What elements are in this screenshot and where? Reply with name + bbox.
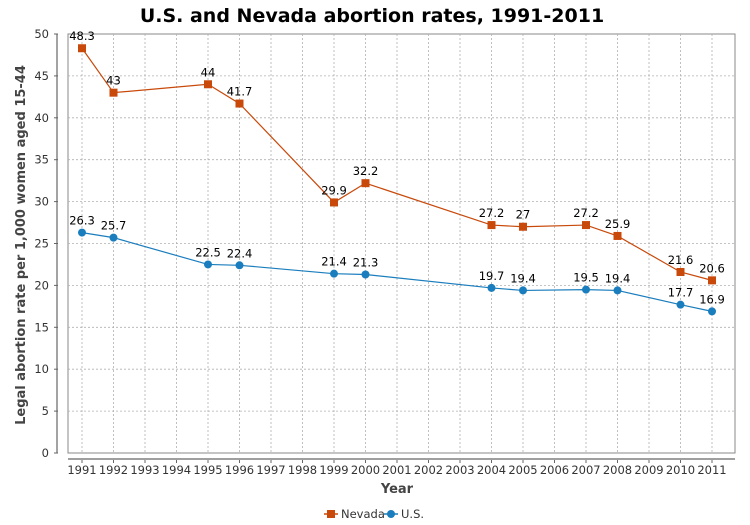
x-tick-label: 2011 [697, 463, 726, 477]
data-label: 48.3 [69, 29, 95, 43]
axes: 0 5 10 15 20 25 30 35 40 45 50 1991 1992 1993 1994 1995… [34, 27, 735, 477]
data-point [109, 88, 118, 97]
y-tick-label: 0 [42, 446, 49, 460]
x-tick-label: 2004 [477, 463, 506, 477]
x-tick-label: 2001 [382, 463, 411, 477]
data-label: 26.3 [69, 214, 95, 228]
x-tick-label: 1992 [99, 463, 128, 477]
data-point [235, 261, 244, 270]
data-point [613, 231, 622, 240]
x-tick-label: 2006 [540, 463, 569, 477]
x-tick-label: 1991 [67, 463, 96, 477]
x-tick-label: 2007 [571, 463, 600, 477]
data-label: 27.2 [479, 206, 505, 220]
data-point [78, 44, 86, 53]
data-label: 29.9 [321, 183, 347, 197]
data-point [676, 267, 685, 276]
y-tick-label: 5 [42, 404, 49, 418]
y-tick-label: 40 [34, 111, 49, 125]
data-label: 21.4 [321, 255, 347, 269]
data-label: 44 [201, 65, 216, 79]
data-point [204, 80, 212, 89]
x-tick-label: 1995 [193, 463, 222, 477]
data-label: 21.6 [668, 253, 694, 267]
grid [67, 33, 736, 454]
legend-item-nevada: Nevada [324, 507, 385, 521]
data-point [613, 286, 622, 295]
legend-item-us: U.S. [384, 507, 424, 521]
data-point [708, 276, 716, 285]
circle-marker-icon [387, 510, 395, 518]
legend: Nevada U.S. [324, 507, 424, 521]
data-label: 21.3 [353, 256, 379, 270]
data-point [330, 269, 338, 278]
chart-title: U.S. and Nevada abortion rates, 1991-201… [140, 5, 604, 27]
data-label: 25.7 [101, 219, 127, 233]
data-label: 22.5 [195, 245, 221, 259]
data-point [204, 260, 212, 269]
legend-label: Nevada [341, 507, 385, 521]
y-tick-label: 10 [34, 362, 49, 376]
data-point [487, 283, 496, 292]
y-tick-label: 15 [34, 320, 49, 334]
data-label: 17.7 [668, 286, 694, 300]
x-tick-label: 1994 [162, 463, 191, 477]
data-point [235, 99, 244, 108]
x-tick-label: 2002 [414, 463, 443, 477]
data-label: 19.4 [605, 271, 631, 285]
data-point [676, 300, 685, 309]
data-label: 41.7 [227, 85, 253, 99]
data-label: 32.2 [353, 164, 379, 178]
data-point [708, 307, 716, 316]
x-tick-label: 2009 [634, 463, 663, 477]
x-tick-label: 2010 [666, 463, 695, 477]
data-label: 16.9 [699, 292, 725, 306]
y-tick-label: 20 [34, 278, 49, 292]
series-nevada: 48.3 43 44 41.7 29.9 32.2 27.2 27 27.2 25.9 21.6 20… [69, 29, 725, 285]
x-tick-label: 2003 [445, 463, 474, 477]
data-label: 19.7 [479, 269, 505, 283]
x-tick-label: 1993 [130, 463, 159, 477]
data-label: 27 [516, 208, 531, 222]
x-tick-label: 1998 [288, 463, 317, 477]
data-point [519, 286, 527, 295]
y-tick-label: 35 [34, 153, 49, 167]
x-tick-label: 2008 [603, 463, 632, 477]
legend-label: U.S. [401, 507, 424, 521]
data-label: 43 [106, 74, 121, 88]
data-label: 19.4 [510, 271, 536, 285]
series-us: 26.3 25.7 22.5 22.4 21.4 21.3 19.7 19.4 19.5 19.4… [69, 214, 725, 316]
data-point [330, 198, 338, 207]
series-line [81, 47, 713, 281]
data-point [487, 221, 496, 230]
y-tick-label: 30 [34, 195, 49, 209]
data-point [582, 221, 590, 230]
square-marker-icon [327, 510, 335, 518]
data-label: 27.2 [573, 206, 599, 220]
data-point [519, 222, 527, 231]
x-tick-label: 2000 [351, 463, 380, 477]
x-tick-label: 1999 [319, 463, 348, 477]
data-point [361, 179, 370, 188]
data-label: 20.6 [699, 261, 725, 275]
data-label: 19.5 [573, 271, 599, 285]
y-tick-label: 50 [34, 27, 49, 41]
data-point [109, 233, 118, 242]
x-tick-label: 1996 [225, 463, 254, 477]
data-label: 22.4 [227, 246, 253, 260]
series-layer: 48.3 43 44 41.7 29.9 32.2 27.2 27 27.2 25.9 21.6 20… [69, 29, 725, 316]
data-point [78, 228, 86, 237]
data-label: 25.9 [605, 217, 631, 231]
data-point [582, 285, 590, 294]
series-line [81, 232, 713, 312]
x-axis-label: Year [380, 482, 414, 497]
x-tick-label: 2005 [508, 463, 537, 477]
y-tick-label: 45 [34, 69, 49, 83]
x-tick-label: 1997 [256, 463, 285, 477]
data-point [361, 270, 370, 279]
y-axis-label: Legal abortion rate per 1,000 women aged… [14, 65, 29, 425]
y-tick-label: 25 [34, 237, 49, 251]
